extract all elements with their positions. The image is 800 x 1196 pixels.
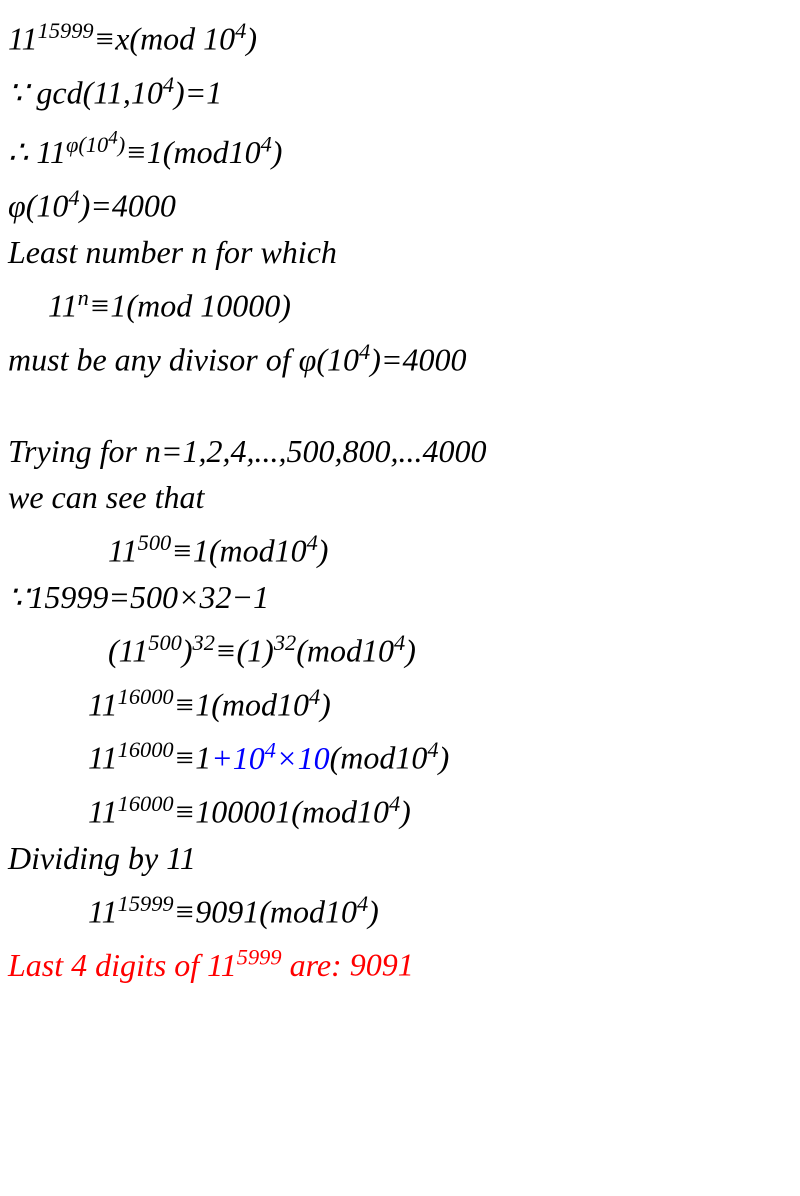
math-line: Trying for n=1,2,4,...,500,800,...4000 [8,428,792,474]
math-line: φ(104)=4000 [8,175,792,229]
math-line: we can see that [8,474,792,520]
math-line: Last 4 digits of 115999 are: 9091 [8,934,792,988]
math-line: 1116000≡1+104×10(mod104) [8,727,792,781]
math-line: must be any divisor of φ(104)=4000 [8,329,792,383]
math-line: 11n≡1(mod 10000) [8,275,792,329]
math-line: (11500)32≡(1)32(mod104) [8,620,792,674]
math-line: 11500≡1(mod104) [8,520,792,574]
math-line [8,382,792,428]
math-line: Least number n for which [8,229,792,275]
math-line: 1115999≡x(mod 104) [8,8,792,62]
math-line: 1116000≡1(mod104) [8,674,792,728]
math-line: Dividing by 11 [8,835,792,881]
math-line: ∵ gcd(11,104)=1 [8,62,792,116]
math-line: 1116000≡100001(mod104) [8,781,792,835]
math-line: ∴ 11φ(104)≡1(mod104) [8,115,792,175]
math-line: 1115999≡9091(mod104) [8,881,792,935]
math-line: ∵15999=500×32−1 [8,574,792,620]
